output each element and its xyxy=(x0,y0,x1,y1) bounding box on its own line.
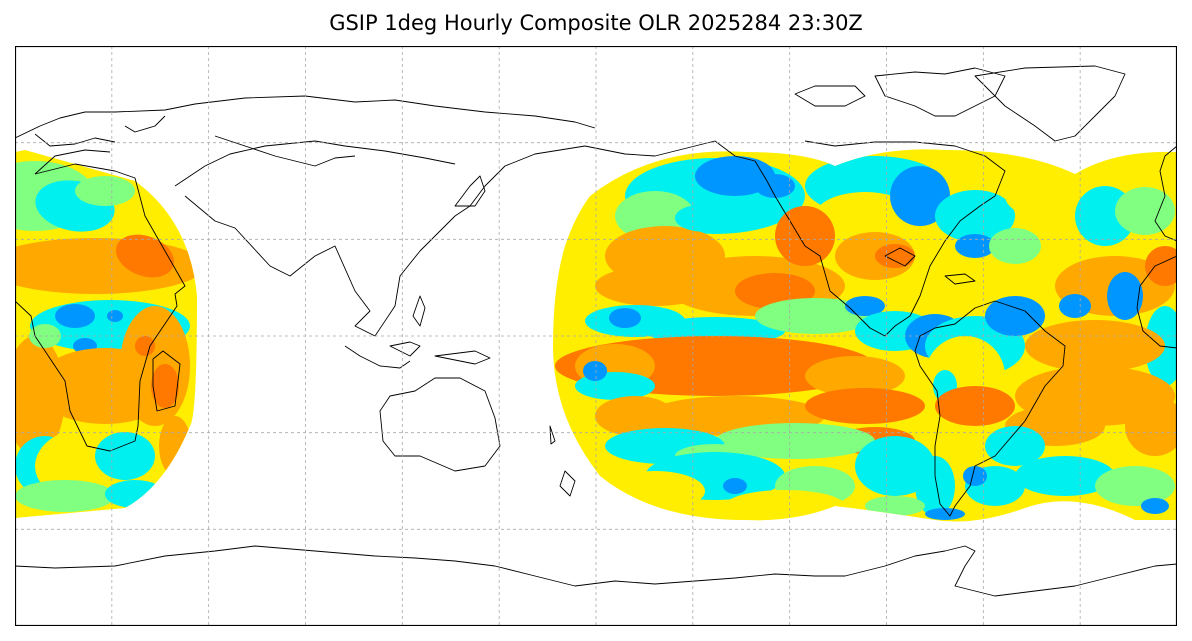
coastline xyxy=(15,163,186,452)
graticule xyxy=(15,46,1177,626)
coastline xyxy=(914,300,1066,517)
coastline xyxy=(344,345,411,369)
coastline xyxy=(884,247,916,267)
olr-region xyxy=(583,361,607,381)
map-title: GSIP 1deg Hourly Composite OLR 2025284 2… xyxy=(329,11,863,35)
olr-region xyxy=(1015,456,1115,496)
olr-map xyxy=(15,46,1177,626)
coastline xyxy=(1154,145,1177,242)
olr-region xyxy=(1095,466,1175,506)
olr-region xyxy=(815,192,915,240)
coastline xyxy=(379,377,501,472)
olr-region xyxy=(915,456,955,516)
olr-region xyxy=(955,234,995,258)
olr-region xyxy=(935,386,1015,426)
olr-region xyxy=(845,296,885,316)
olr-region xyxy=(805,388,925,424)
coastline xyxy=(944,273,976,285)
olr-region xyxy=(805,356,905,396)
olr-region xyxy=(75,176,135,206)
coastline xyxy=(214,135,356,167)
olr-region xyxy=(963,466,987,486)
coastline xyxy=(152,350,181,412)
olr-region xyxy=(151,364,179,408)
olr-region xyxy=(55,304,95,328)
coastline xyxy=(874,67,1006,117)
coastline xyxy=(1136,255,1177,349)
olr-region xyxy=(875,244,915,268)
olr-region xyxy=(115,234,175,278)
olr-region xyxy=(1107,272,1143,320)
olr-region xyxy=(15,336,65,456)
coastline xyxy=(559,470,576,497)
olr-region xyxy=(25,271,105,291)
olr-region xyxy=(775,206,835,266)
coastline xyxy=(174,140,456,187)
olr-region xyxy=(855,436,935,496)
olr-region xyxy=(675,204,735,232)
olr-region xyxy=(989,228,1041,264)
olr-region xyxy=(985,296,1045,336)
coastline xyxy=(15,95,596,139)
coastline xyxy=(974,65,1126,142)
coastline xyxy=(34,133,116,147)
olr-region xyxy=(107,310,123,322)
coverage-pacific-americas-atlantic xyxy=(553,149,1177,522)
olr-region xyxy=(925,508,965,520)
olr-region xyxy=(755,298,875,334)
olr-region xyxy=(15,480,115,512)
olr-region xyxy=(135,336,155,356)
olr-region xyxy=(1125,396,1177,456)
olr-region xyxy=(1115,187,1175,235)
olr-region xyxy=(609,308,641,328)
olr-region xyxy=(1145,246,1177,286)
coastline xyxy=(124,115,166,133)
olr-region xyxy=(890,166,950,226)
map-frame xyxy=(15,46,1177,626)
olr-region xyxy=(95,432,155,480)
coastline xyxy=(549,425,556,445)
coastline xyxy=(434,350,491,365)
coastline xyxy=(15,545,1177,597)
olr-region xyxy=(595,396,675,436)
coastline xyxy=(454,175,486,207)
olr-region xyxy=(723,478,747,494)
coastline xyxy=(412,295,426,327)
coastline xyxy=(794,85,866,107)
olr-region xyxy=(865,496,925,516)
olr-region xyxy=(935,190,1015,242)
olr-region xyxy=(715,423,875,459)
olr-region xyxy=(985,426,1045,466)
olr-region xyxy=(1141,498,1169,514)
coastline xyxy=(34,149,111,175)
olr-region xyxy=(1025,320,1165,372)
coastline xyxy=(389,341,421,357)
olr-region xyxy=(755,174,795,198)
olr-region xyxy=(978,396,1002,416)
olr-region xyxy=(595,266,715,306)
olr-region xyxy=(1059,294,1091,318)
